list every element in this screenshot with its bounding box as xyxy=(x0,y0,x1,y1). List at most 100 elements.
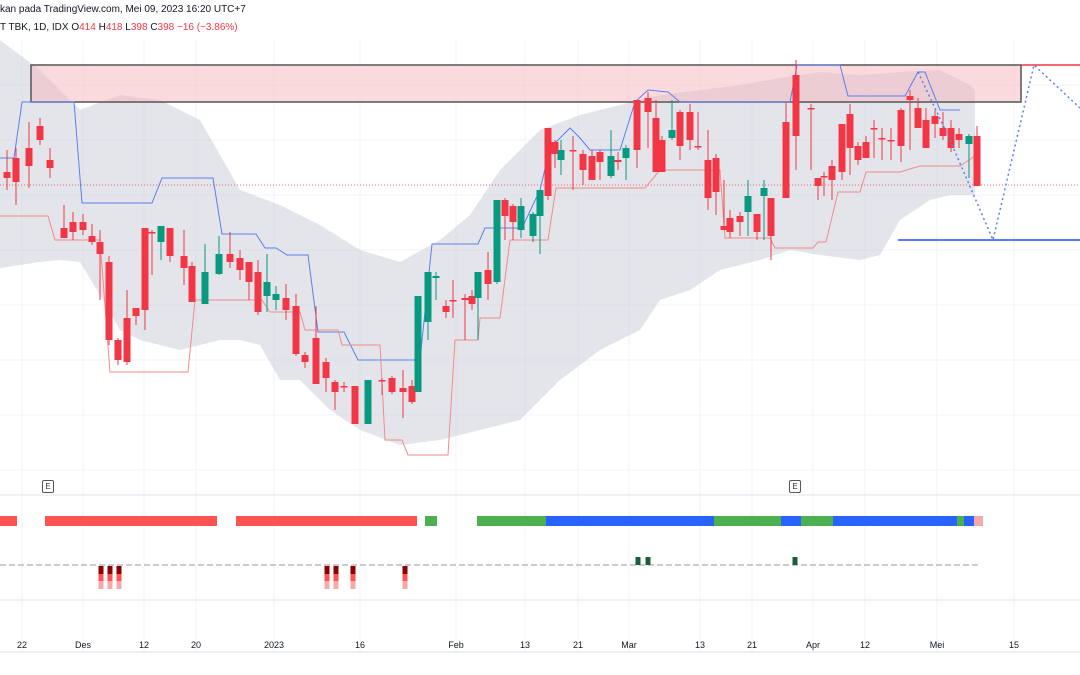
candlestick-series[interactable] xyxy=(3,60,981,424)
candle[interactable] xyxy=(36,118,44,145)
candle[interactable] xyxy=(215,236,223,275)
earnings-badge[interactable]: E xyxy=(789,480,801,493)
candle[interactable] xyxy=(807,104,815,170)
candle[interactable] xyxy=(414,296,422,392)
candle[interactable] xyxy=(484,252,492,300)
candle[interactable] xyxy=(644,92,652,148)
candle[interactable] xyxy=(704,130,712,210)
candle[interactable] xyxy=(947,120,955,152)
candle[interactable] xyxy=(658,136,666,172)
candle[interactable] xyxy=(3,150,11,190)
candle[interactable] xyxy=(157,226,165,260)
candle[interactable] xyxy=(846,104,854,175)
candle[interactable] xyxy=(236,250,244,280)
candle[interactable] xyxy=(25,122,33,188)
candle[interactable] xyxy=(493,200,501,284)
candle[interactable] xyxy=(351,386,359,424)
candle[interactable] xyxy=(544,128,552,200)
candle[interactable] xyxy=(322,358,330,392)
candle[interactable] xyxy=(973,126,981,186)
candle[interactable] xyxy=(782,102,790,198)
candle[interactable] xyxy=(378,378,386,395)
candle[interactable] xyxy=(614,152,622,170)
candle[interactable] xyxy=(838,124,846,180)
candle[interactable] xyxy=(509,204,517,240)
symbol-name[interactable]: T TBK, 1D, IDX xyxy=(0,22,69,33)
candle[interactable] xyxy=(399,370,407,418)
candle[interactable] xyxy=(536,190,544,254)
candle[interactable] xyxy=(955,128,963,148)
candle[interactable] xyxy=(188,262,196,302)
candle[interactable] xyxy=(760,180,768,240)
candle[interactable] xyxy=(633,100,641,168)
candle[interactable] xyxy=(897,108,905,162)
candle[interactable] xyxy=(828,160,836,200)
candle[interactable] xyxy=(878,128,886,160)
candle[interactable] xyxy=(744,180,752,236)
candle[interactable] xyxy=(254,260,262,315)
candle[interactable] xyxy=(676,110,684,160)
candle[interactable] xyxy=(792,60,800,170)
candle[interactable] xyxy=(517,198,525,238)
candle[interactable] xyxy=(939,112,947,140)
candle[interactable] xyxy=(712,154,720,215)
candle[interactable] xyxy=(408,380,416,404)
candle[interactable] xyxy=(588,150,596,180)
candle[interactable] xyxy=(60,205,68,238)
candle[interactable] xyxy=(931,110,939,138)
candle[interactable] xyxy=(340,382,348,392)
candle[interactable] xyxy=(461,294,469,340)
candle[interactable] xyxy=(201,244,209,304)
candle[interactable] xyxy=(148,230,156,275)
candle[interactable] xyxy=(529,212,537,242)
candle[interactable] xyxy=(922,108,930,148)
candle[interactable] xyxy=(551,140,559,168)
earnings-badge[interactable]: E xyxy=(42,480,54,493)
candle[interactable] xyxy=(887,128,895,160)
candle[interactable] xyxy=(312,306,320,384)
candle[interactable] xyxy=(226,232,234,268)
candle[interactable] xyxy=(180,230,188,285)
candle[interactable] xyxy=(668,100,676,140)
candle[interactable] xyxy=(607,130,615,178)
candle[interactable] xyxy=(331,380,339,410)
candle[interactable] xyxy=(364,380,372,424)
candle[interactable] xyxy=(245,262,253,300)
candle[interactable] xyxy=(870,120,878,158)
candle[interactable] xyxy=(123,290,131,365)
candle[interactable] xyxy=(557,140,565,175)
candle[interactable] xyxy=(862,136,870,158)
candle[interactable] xyxy=(12,148,20,205)
candle[interactable] xyxy=(736,212,744,236)
candle[interactable] xyxy=(263,254,271,312)
candle[interactable] xyxy=(814,178,822,200)
candle[interactable] xyxy=(652,100,660,172)
candle[interactable] xyxy=(686,104,694,150)
candle[interactable] xyxy=(96,230,104,300)
candle[interactable] xyxy=(46,148,54,178)
candle[interactable] xyxy=(753,214,761,240)
candle[interactable] xyxy=(88,224,96,245)
candle[interactable] xyxy=(141,228,149,330)
candle[interactable] xyxy=(282,284,290,320)
candle[interactable] xyxy=(388,376,396,394)
candle[interactable] xyxy=(726,210,734,238)
candle[interactable] xyxy=(694,112,702,150)
candle[interactable] xyxy=(720,180,728,230)
candle[interactable] xyxy=(965,134,973,178)
candle[interactable] xyxy=(906,90,914,150)
candle[interactable] xyxy=(569,136,577,190)
candle[interactable] xyxy=(166,228,174,262)
candle[interactable] xyxy=(767,198,775,260)
candle[interactable] xyxy=(854,142,862,165)
candle[interactable] xyxy=(132,308,140,325)
candle[interactable] xyxy=(301,352,309,368)
candle[interactable] xyxy=(442,300,450,318)
candle[interactable] xyxy=(79,214,87,235)
candle[interactable] xyxy=(432,272,440,300)
candle[interactable] xyxy=(474,272,482,340)
candle[interactable] xyxy=(501,198,509,240)
candle[interactable] xyxy=(622,145,630,180)
candle[interactable] xyxy=(272,286,280,310)
